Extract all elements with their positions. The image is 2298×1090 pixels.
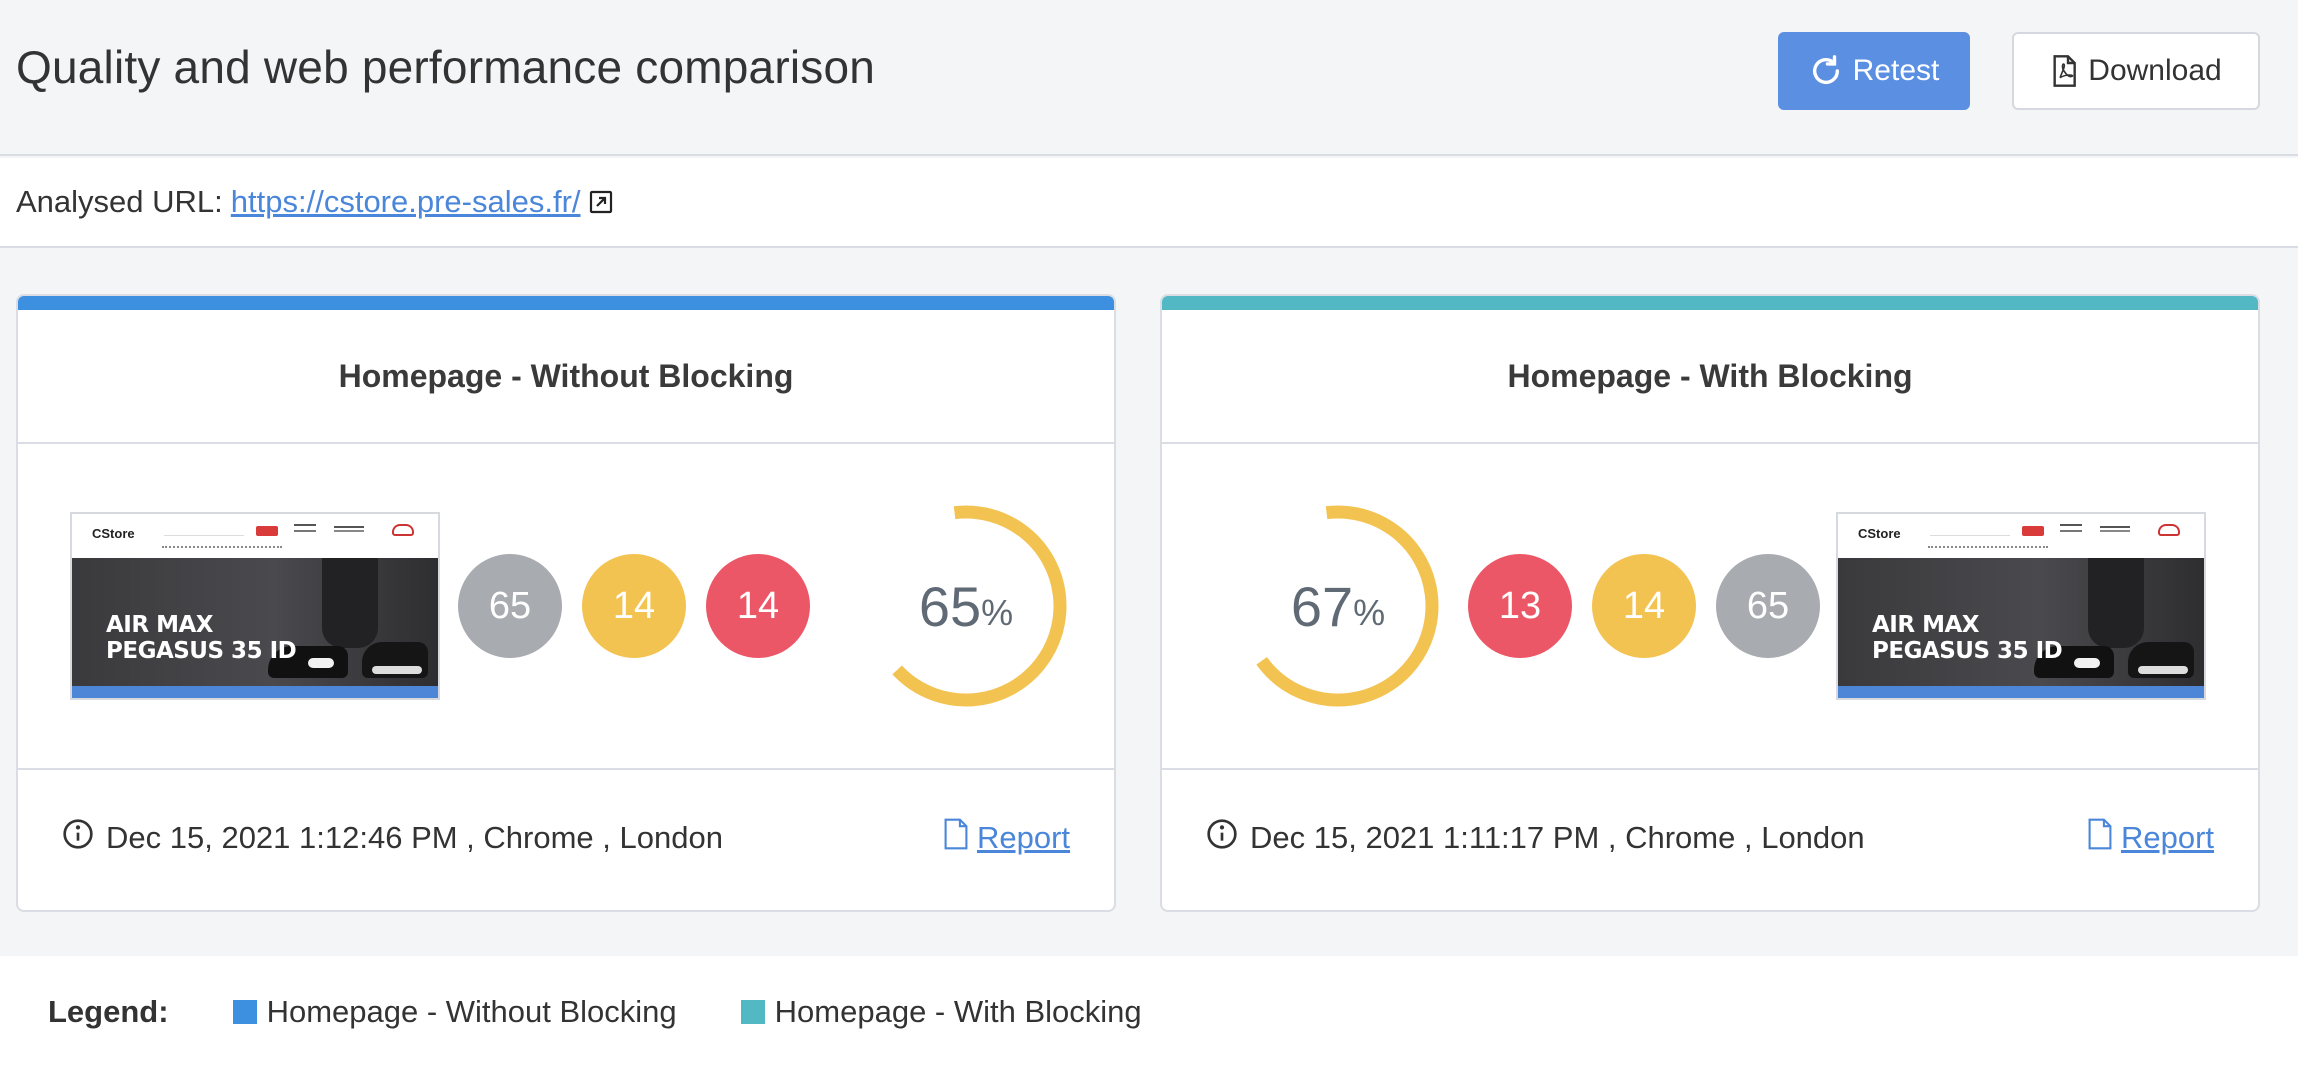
thumbnail-logo: CStore: [92, 526, 135, 541]
page-screenshot-thumbnail[interactable]: CStore AIR MAX PEGASUS 35 ID: [1836, 512, 2206, 700]
card-body: 67 % 13 14 65 CStore AIR MAX PEGASUS 35 …: [1162, 446, 2258, 770]
legend-label: Homepage - Without Blocking: [266, 994, 677, 1029]
gauge-score: 67: [1290, 574, 1354, 638]
card-footer: Dec 15, 2021 1:11:17 PM , Chrome , Londo…: [1162, 772, 2258, 910]
analysed-url-bar: Analysed URL: https://cstore.pre-sales.f…: [0, 158, 2298, 248]
gauge-arc: [865, 505, 1067, 707]
card-body: CStore AIR MAX PEGASUS 35 ID 65 14 14: [18, 446, 1114, 770]
legend: Legend: Homepage - Without Blocking Home…: [0, 956, 2298, 1090]
legend-label: Homepage - With Blocking: [774, 994, 1142, 1029]
thumbnail-logo: CStore: [1858, 526, 1901, 541]
thumbnail-heading-line1: AIR MAX: [1872, 612, 1980, 638]
score-badge-red: 14: [706, 554, 810, 658]
score-badge-gray: 65: [458, 554, 562, 658]
card-color-bar: [18, 296, 1114, 310]
pdf-file-icon: [2050, 55, 2078, 87]
gauge-percent-sign: %: [1353, 592, 1386, 633]
legend-swatch: [740, 1000, 765, 1024]
comparison-card-with-blocking: Homepage - With Blocking 67 % 13 14 65 C…: [1160, 294, 2260, 912]
analysed-url-link[interactable]: https://cstore.pre-sales.fr/: [230, 184, 581, 219]
comparison-card-without-blocking: Homepage - Without Blocking CStore AIR M…: [16, 294, 1116, 912]
card-title: Homepage - With Blocking: [1162, 310, 2258, 444]
page-header: Quality and web performance comparison R…: [0, 0, 2298, 156]
card-footer: Dec 15, 2021 1:12:46 PM , Chrome , Londo…: [18, 772, 1114, 910]
refresh-icon: [1809, 54, 1843, 88]
report-label: Report: [2120, 820, 2214, 855]
thumbnail-heading-line1: AIR MAX: [106, 612, 214, 638]
thumbnail-heading-line2: PEGASUS 35 ID: [106, 638, 297, 664]
gauge-percent-sign: %: [981, 592, 1014, 633]
score-badge-yellow: 14: [582, 554, 686, 658]
thumbnail-hero: AIR MAX PEGASUS 35 ID: [72, 558, 438, 686]
thumbnail-navbar: CStore: [72, 514, 438, 558]
analysed-url-label: Analysed URL:: [16, 184, 223, 219]
score-badge-gray: 65: [1716, 554, 1820, 658]
score-gauge: 65 %: [860, 500, 1072, 712]
legend-swatch: [232, 1000, 257, 1024]
thumbnail-navbar: CStore: [1838, 514, 2204, 558]
thumbnail-hero: AIR MAX PEGASUS 35 ID: [1838, 558, 2204, 686]
legend-title: Legend:: [48, 994, 169, 1029]
thumbnail-heading: AIR MAX PEGASUS 35 ID: [1872, 612, 2063, 664]
gauge-arc: [1237, 505, 1439, 707]
legend-item-without-blocking: Homepage - Without Blocking: [232, 994, 677, 1030]
document-icon: [943, 818, 969, 858]
retest-button[interactable]: Retest: [1778, 32, 1970, 110]
download-button[interactable]: Download: [2012, 32, 2260, 110]
card-color-bar: [1162, 296, 2258, 310]
report-label: Report: [976, 820, 1070, 855]
test-meta: Dec 15, 2021 1:12:46 PM , Chrome , Londo…: [62, 818, 723, 858]
download-label: Download: [2088, 54, 2222, 87]
report-link[interactable]: Report: [943, 818, 1070, 858]
legend-item-with-blocking: Homepage - With Blocking: [740, 994, 1142, 1030]
score-badge-red: 13: [1468, 554, 1572, 658]
thumbnail-heading-line2: PEGASUS 35 ID: [1872, 638, 2063, 664]
document-icon: [2087, 818, 2113, 858]
report-link[interactable]: Report: [2087, 818, 2214, 858]
score-badge-yellow: 14: [1592, 554, 1696, 658]
page-title: Quality and web performance comparison: [16, 41, 876, 93]
thumbnail-heading: AIR MAX PEGASUS 35 ID: [106, 612, 297, 664]
score-gauge: 67 %: [1232, 500, 1444, 712]
info-icon: [1206, 818, 1238, 858]
test-meta-text: Dec 15, 2021 1:12:46 PM , Chrome , Londo…: [106, 820, 723, 855]
gauge-score: 65: [918, 574, 982, 638]
page-screenshot-thumbnail[interactable]: CStore AIR MAX PEGASUS 35 ID: [70, 512, 440, 700]
external-link-icon[interactable]: [589, 190, 613, 214]
card-title: Homepage - Without Blocking: [18, 310, 1114, 444]
test-meta: Dec 15, 2021 1:11:17 PM , Chrome , Londo…: [1206, 818, 1865, 858]
retest-label: Retest: [1852, 54, 1940, 87]
info-icon: [62, 818, 94, 858]
test-meta-text: Dec 15, 2021 1:11:17 PM , Chrome , Londo…: [1250, 820, 1865, 855]
